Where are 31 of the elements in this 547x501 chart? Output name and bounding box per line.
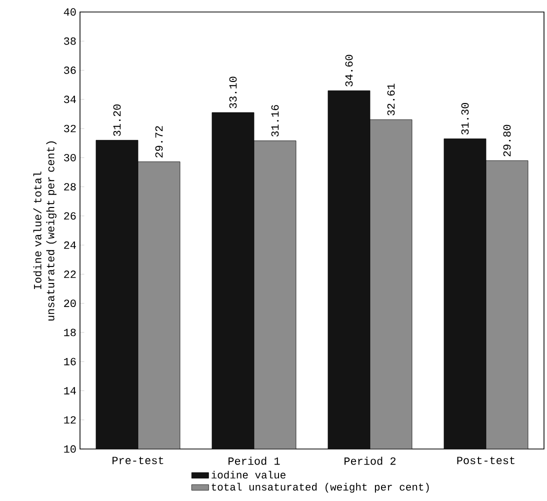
y-tick-label: 12 (64, 416, 76, 424)
y-tick-label: 26 (64, 212, 76, 220)
x-tick-label: Period 2 (344, 456, 396, 465)
y-tick-label: 18 (64, 328, 76, 336)
data-label: 34.60 (345, 54, 353, 86)
data-label: 31.20 (113, 104, 121, 136)
data-label: 31.30 (461, 103, 469, 135)
data-label: 32.61 (387, 84, 395, 116)
data-label: 31.16 (271, 105, 279, 137)
y-tick-label: 40 (64, 8, 76, 16)
legend-label: total unsaturated (weight per cent) (212, 482, 429, 493)
y-tick-label: 28 (64, 183, 76, 191)
y-tick-label: 30 (64, 154, 76, 162)
x-tick-label: Post-test (457, 456, 514, 464)
data-label: 33.10 (229, 76, 237, 108)
x-tick-label: Pre-test (112, 456, 164, 464)
y-tick-label: 14 (64, 387, 76, 394)
y-tick-label: 38 (64, 37, 76, 45)
y-tick-label: 10 (64, 445, 76, 453)
y-tick-label: 20 (64, 300, 76, 308)
data-label: 29.80 (503, 124, 511, 156)
y-axis-title: Iodine value/ total unsaturated (weight per cent) (33, 141, 56, 320)
y-tick-label: 36 (64, 66, 76, 74)
y-tick-label: 22 (64, 270, 76, 278)
y-tick-label: 16 (64, 358, 76, 366)
y-tick-label: 32 (64, 124, 76, 132)
y-tick-label: 34 (64, 96, 76, 104)
data-label: 29.72 (155, 126, 163, 158)
x-tick-label: Period 1 (228, 456, 280, 465)
y-tick-label: 24 (64, 241, 76, 249)
legend-label: iodine value (212, 470, 286, 479)
